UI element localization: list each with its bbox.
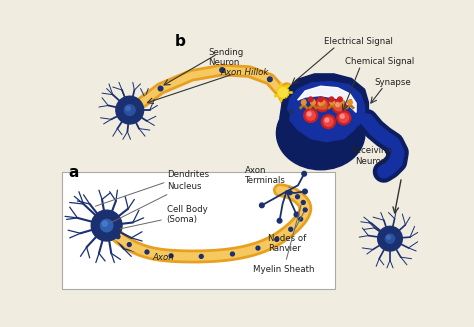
Circle shape [299, 217, 302, 221]
Text: b: b [174, 34, 185, 49]
Circle shape [336, 103, 339, 107]
Circle shape [310, 100, 315, 105]
Circle shape [145, 250, 149, 254]
Circle shape [278, 88, 288, 97]
Circle shape [275, 237, 279, 241]
Circle shape [324, 117, 333, 126]
Circle shape [309, 97, 313, 102]
Circle shape [378, 226, 402, 251]
Ellipse shape [276, 96, 365, 170]
Circle shape [339, 100, 344, 105]
Circle shape [289, 227, 292, 231]
Circle shape [337, 97, 342, 102]
Circle shape [387, 235, 391, 239]
Circle shape [320, 100, 325, 105]
Circle shape [304, 109, 318, 122]
Text: Electrical Signal: Electrical Signal [324, 37, 392, 46]
Circle shape [102, 221, 107, 226]
Circle shape [302, 189, 307, 194]
Circle shape [260, 203, 264, 208]
Text: Chemical Signal: Chemical Signal [346, 57, 415, 66]
Circle shape [339, 113, 348, 122]
Text: Axon: Axon [153, 253, 174, 262]
FancyBboxPatch shape [62, 172, 335, 289]
Text: Axon
Terminals: Axon Terminals [245, 166, 291, 188]
Text: Nodes of
Ranvier: Nodes of Ranvier [268, 212, 307, 253]
Circle shape [277, 218, 282, 223]
Circle shape [307, 112, 311, 116]
Circle shape [321, 115, 335, 129]
Circle shape [318, 100, 327, 109]
Polygon shape [290, 89, 358, 142]
Text: Receiving
Neuron: Receiving Neuron [350, 146, 392, 165]
Circle shape [296, 195, 300, 199]
Circle shape [91, 210, 122, 241]
Polygon shape [288, 82, 365, 129]
Circle shape [332, 99, 346, 113]
Circle shape [335, 102, 344, 111]
Circle shape [385, 234, 395, 243]
Circle shape [325, 118, 329, 122]
Circle shape [302, 171, 307, 176]
Text: Myelin Sheath: Myelin Sheath [253, 204, 314, 274]
Text: Synapse: Synapse [374, 78, 411, 87]
Circle shape [340, 114, 344, 118]
Text: Dendrites: Dendrites [95, 170, 209, 206]
Circle shape [126, 106, 130, 111]
Circle shape [169, 254, 173, 258]
Text: a: a [68, 165, 79, 180]
Circle shape [330, 100, 335, 105]
Circle shape [220, 68, 225, 72]
Circle shape [329, 97, 334, 102]
Circle shape [337, 111, 351, 125]
Circle shape [158, 86, 163, 91]
Circle shape [301, 100, 306, 105]
Circle shape [294, 212, 299, 217]
Circle shape [347, 100, 352, 105]
Circle shape [200, 254, 203, 258]
Circle shape [116, 235, 120, 239]
Polygon shape [280, 74, 368, 148]
Circle shape [128, 243, 131, 247]
Circle shape [301, 200, 305, 204]
Circle shape [124, 105, 135, 115]
Circle shape [319, 97, 323, 102]
Text: Axon Hillok: Axon Hillok [220, 68, 269, 77]
Circle shape [315, 98, 329, 112]
Circle shape [267, 77, 272, 82]
Circle shape [288, 191, 292, 195]
Circle shape [289, 109, 294, 114]
Circle shape [319, 101, 323, 105]
Circle shape [100, 219, 113, 232]
Text: Cell Body
(Soma): Cell Body (Soma) [120, 205, 208, 229]
Circle shape [306, 111, 315, 120]
Circle shape [230, 252, 234, 256]
Text: Nucleus: Nucleus [110, 181, 201, 223]
Circle shape [116, 96, 144, 124]
Text: Sending
Neuron: Sending Neuron [208, 48, 244, 67]
Circle shape [256, 246, 260, 250]
Polygon shape [298, 86, 356, 112]
Circle shape [303, 208, 307, 212]
